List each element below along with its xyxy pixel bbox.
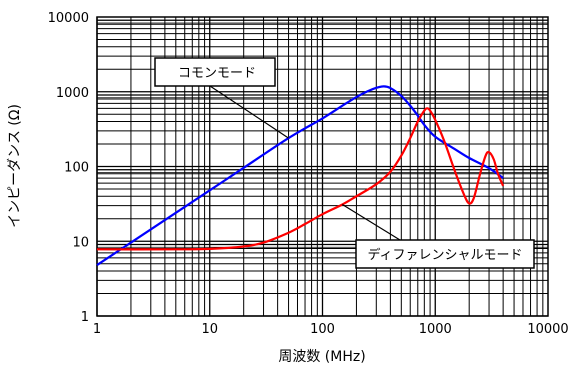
- differential-mode-callout-label: ディファレンシャルモード: [367, 247, 522, 263]
- y-tick-label: 100: [64, 161, 89, 176]
- common-mode-callout-label: コモンモード: [178, 66, 256, 81]
- series-line-differential-mode: [96, 107, 505, 251]
- y-tick-label: 1: [81, 310, 89, 325]
- x-tick-label: 10: [201, 322, 218, 337]
- y-tick-label: 1000: [56, 86, 89, 101]
- series-layer: [96, 85, 505, 266]
- common-mode-callout-box: [154, 57, 276, 87]
- x-tick-label: 1000: [419, 322, 452, 337]
- y-axis-label: インピーダンス (Ω): [7, 104, 23, 228]
- x-tick-label: 10000: [527, 322, 568, 337]
- y-tick-label: 10: [72, 235, 89, 250]
- x-tick-label: 1: [93, 322, 101, 337]
- differential-mode-callout-box: [355, 239, 535, 269]
- plot-frame: [96, 16, 549, 317]
- tick-layer: 1 10 100 1000 10000 1 10 100 1000 10000: [48, 11, 569, 337]
- x-tick-label: 100: [310, 322, 335, 337]
- common-mode-callout-leader: [209, 85, 289, 139]
- y-tick-label: 10000: [48, 11, 89, 26]
- differential-mode-callout-leader: [342, 204, 401, 241]
- x-axis-label: 周波数 (MHz): [278, 349, 365, 365]
